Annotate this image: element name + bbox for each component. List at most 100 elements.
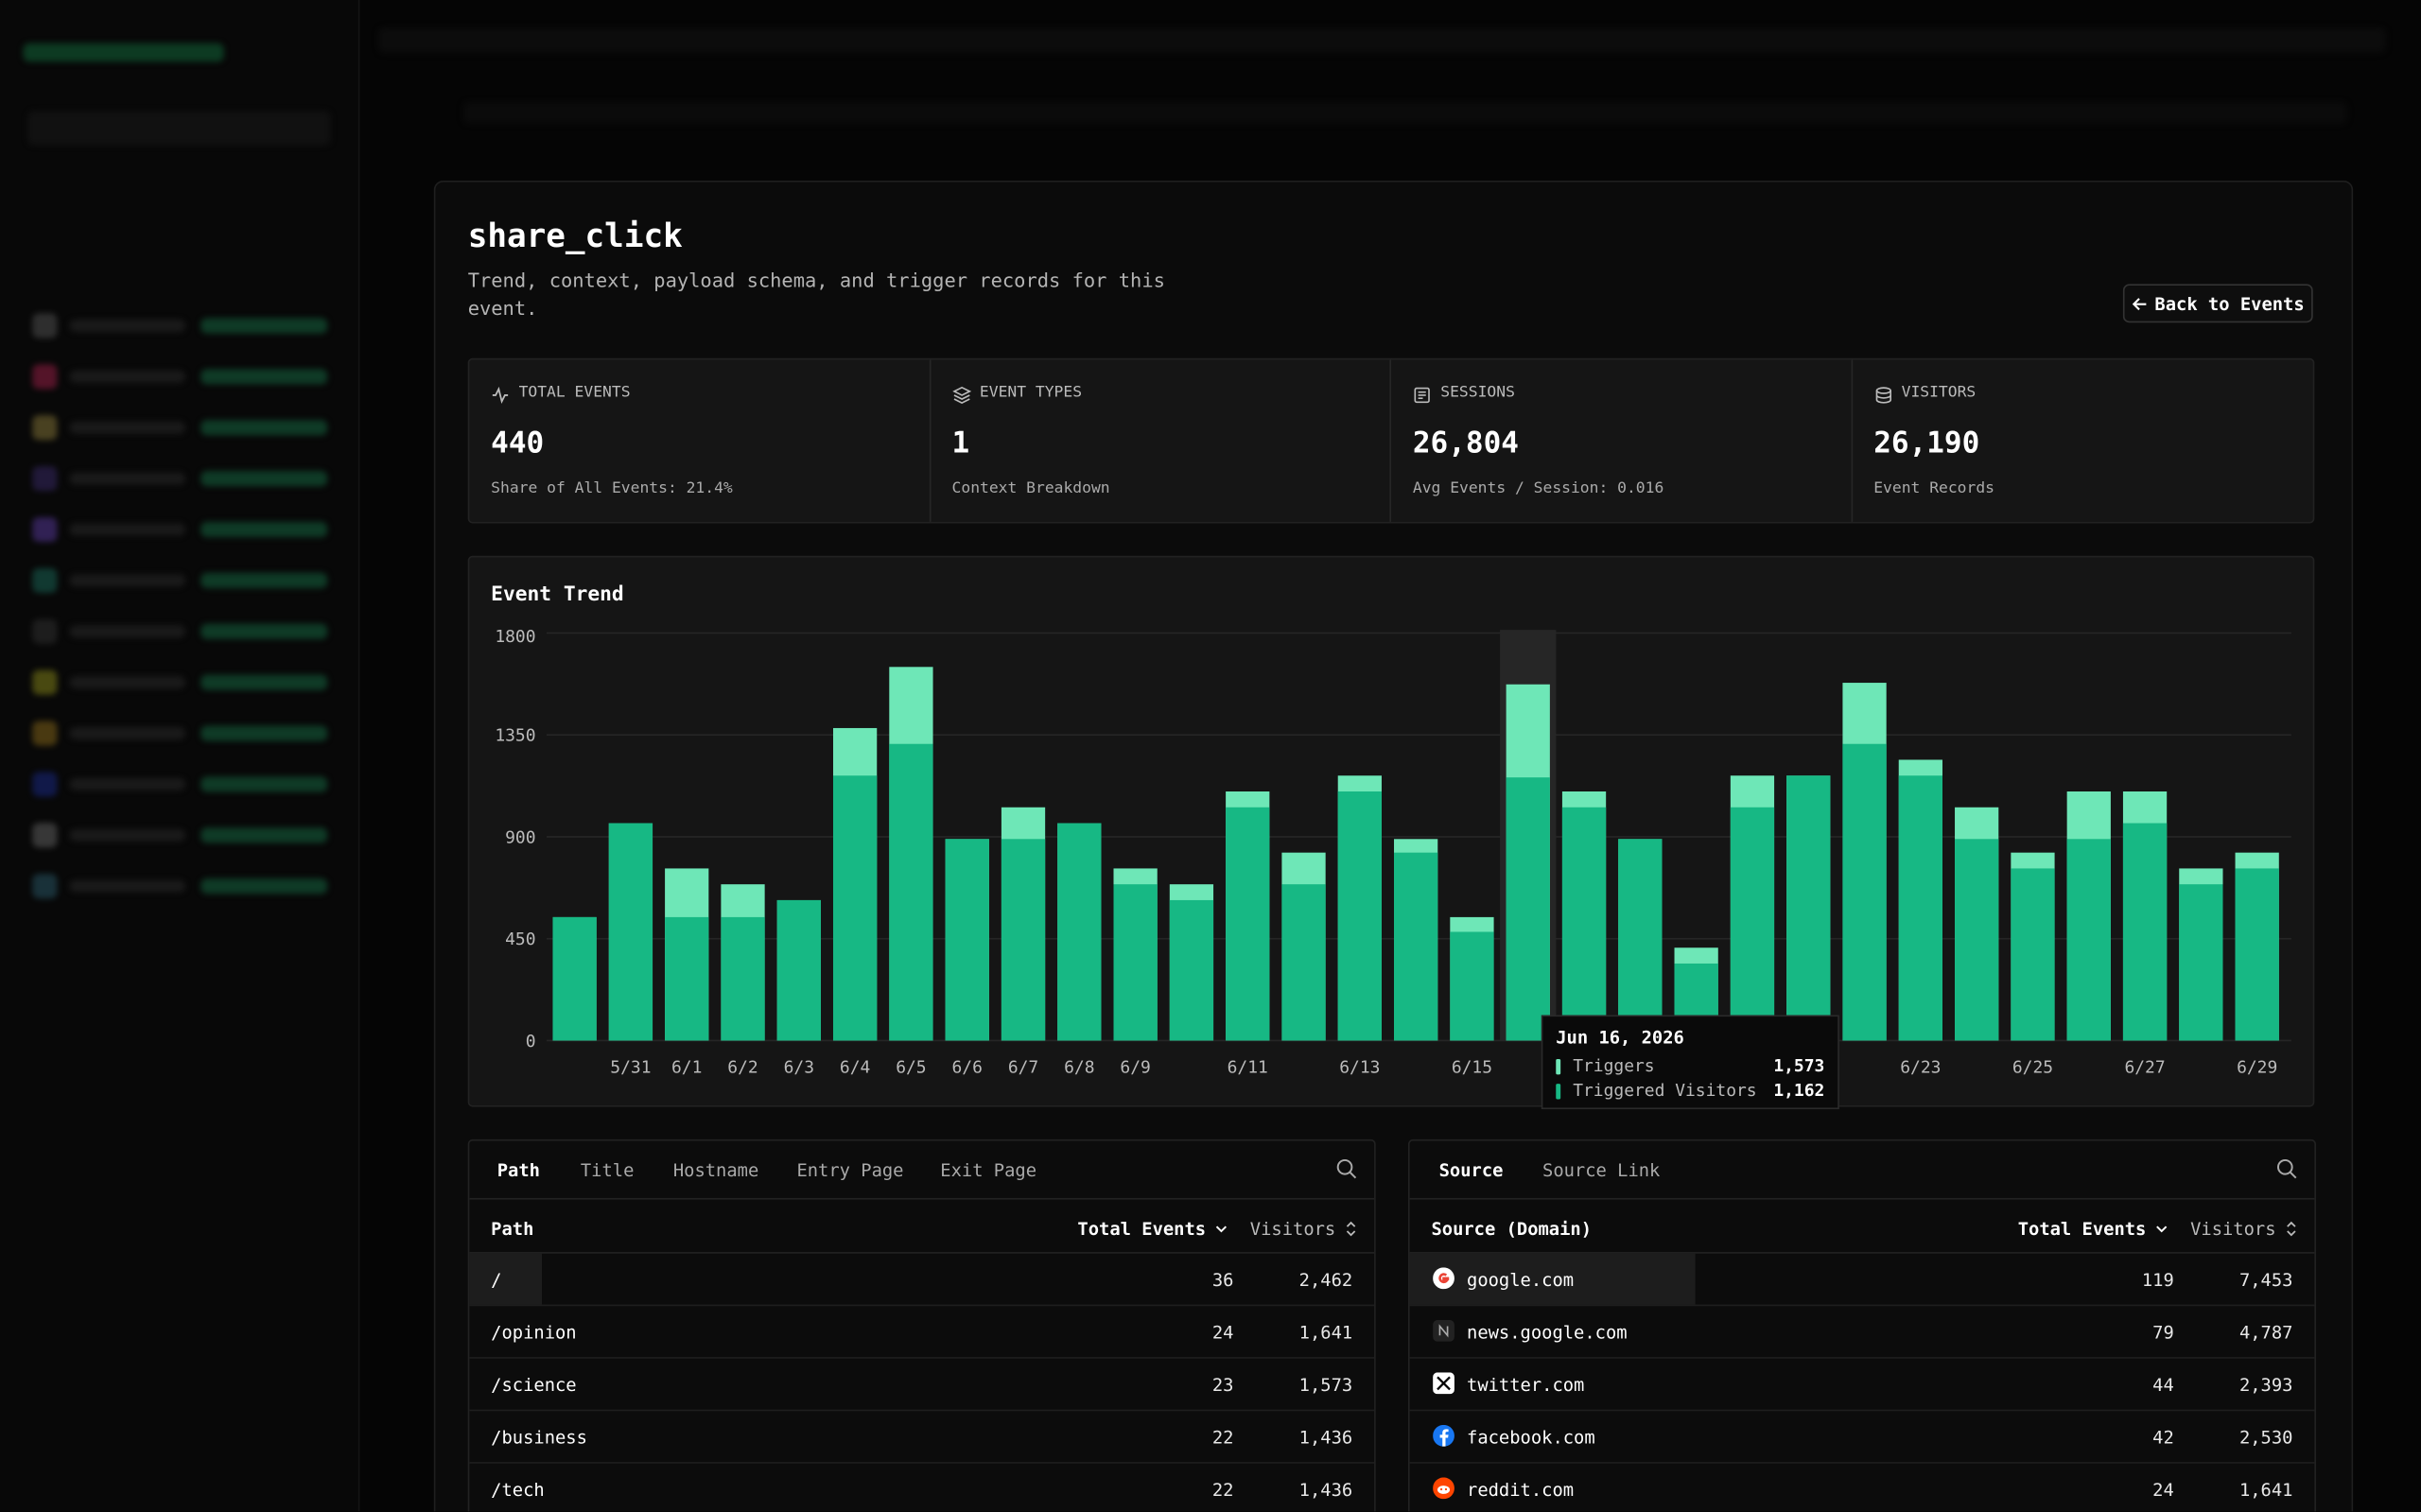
backdrop-icon [32, 721, 58, 746]
source-icon [1433, 1372, 1454, 1395]
x-tick-label: 6/13 [1339, 1058, 1380, 1078]
row-visitors: 1,641 [1298, 1321, 1353, 1344]
row-label: /science [491, 1374, 577, 1396]
backdrop-bar [200, 318, 328, 334]
stat-label: SESSIONS [1440, 384, 1515, 402]
bar [1898, 775, 1942, 1041]
column-header[interactable]: Total Events [2018, 1218, 2168, 1240]
path-table: Path Title Hostname Entry Page Exit Page Path… [467, 1138, 1376, 1512]
bar [1394, 852, 1438, 1041]
back-button[interactable]: Back to Events [2122, 284, 2313, 323]
table-row[interactable]: /business 22 1,436 [469, 1411, 1375, 1464]
y-tick-label: 900 [505, 827, 535, 847]
tab[interactable]: Path [496, 1159, 540, 1181]
backdrop-icon [32, 772, 58, 797]
chart-card: Event Trend 0 450 900 1350 1800 5/31 6/1 6/2 6/3 6… [467, 555, 2315, 1110]
backdrop-text [69, 676, 185, 689]
tooltip-series: Triggers [1573, 1056, 1654, 1076]
row-visitors: 2,462 [1298, 1269, 1353, 1291]
table-row[interactable]: reddit.com 24 1,641 [1410, 1464, 2315, 1512]
tab[interactable]: Entry Page [796, 1159, 904, 1181]
search-button[interactable] [2276, 1157, 2298, 1179]
tooltip-title: Jun 16, 2026 [1556, 1029, 1684, 1049]
tooltip-box [1541, 1015, 1839, 1110]
table-row[interactable]: /tech 22 1,436 [469, 1464, 1374, 1512]
table-row[interactable]: news.google.com 79 4,787 [1409, 1306, 2315, 1359]
bar [1001, 839, 1046, 1041]
sort-icon [2156, 1225, 2168, 1233]
chart: Event Trend 0 450 900 1350 1800 5/31 6/1 6/2 6/3 6… [491, 582, 2291, 1110]
stat-icon [951, 386, 971, 405]
chart-title: Event Trend [491, 582, 624, 606]
backdrop-text [69, 472, 185, 485]
tooltip-value: 1,162 [1773, 1081, 1824, 1101]
column-label: Total Events [1077, 1218, 1207, 1241]
row-label: google.com [1467, 1269, 1575, 1291]
bar [832, 775, 878, 1041]
event-title: share_click [467, 217, 683, 255]
bar [1113, 884, 1158, 1041]
bar [1506, 777, 1550, 1041]
table-row[interactable]: facebook.com 42 2,530 [1409, 1411, 2315, 1464]
y-tick-label: 0 [526, 1032, 536, 1051]
x-tick-label: 6/4 [840, 1058, 870, 1078]
table-header: Source (Domain) Total Events Visitors [1409, 1200, 2315, 1254]
tab[interactable]: Source [1438, 1159, 1504, 1181]
backdrop-text [69, 726, 185, 740]
x-tick-label: 6/9 [1120, 1058, 1150, 1078]
column-header[interactable]: Visitors [1250, 1218, 1357, 1240]
sort-icon [1215, 1225, 1228, 1233]
x-tick-label: 6/7 [1008, 1058, 1038, 1078]
search-button[interactable] [1335, 1157, 1357, 1179]
x-tick-label: 6/11 [1228, 1058, 1268, 1078]
table-row[interactable]: / 36 2,462 [469, 1253, 1375, 1307]
x-tick-label: 6/5 [896, 1058, 926, 1078]
backdrop-text [69, 777, 185, 791]
table-row[interactable]: /science 23 1,573 [469, 1359, 1375, 1412]
row-highlight [1409, 1253, 1696, 1305]
x-tick-label: 6/8 [1064, 1058, 1094, 1078]
bar [1337, 791, 1382, 1041]
back-label: Back to Events [2154, 292, 2305, 315]
backdrop-icon [32, 874, 58, 899]
bar [1561, 807, 1607, 1041]
source-icon [1433, 1319, 1454, 1342]
bar [2179, 884, 2223, 1041]
x-tick-label: 6/25 [2012, 1058, 2053, 1078]
bar [1618, 839, 1663, 1041]
table-row[interactable]: google.com 119 7,453 [1409, 1253, 2315, 1307]
backdrop-text [69, 421, 185, 434]
backdrop-bar [200, 623, 328, 639]
backdrop-icon [32, 466, 58, 492]
column-header[interactable]: Visitors [2190, 1218, 2297, 1240]
bar [1226, 807, 1270, 1041]
bar [1842, 743, 1887, 1041]
row-visitors: 1,573 [1298, 1374, 1353, 1396]
tab[interactable]: Exit Page [940, 1159, 1037, 1181]
table-header: Path Total Events Visitors [469, 1200, 1375, 1254]
table-row[interactable]: twitter.com 44 2,393 [1409, 1359, 2315, 1412]
column-label: Total Events [2017, 1218, 2147, 1241]
row-label: facebook.com [1467, 1426, 1595, 1449]
bar [1955, 839, 1999, 1041]
stat-value: 440 [491, 426, 545, 461]
tab[interactable]: Hostname [672, 1159, 759, 1181]
backdrop-tabs [462, 101, 2347, 124]
bar [2122, 823, 2168, 1041]
tab[interactable]: Title [580, 1159, 635, 1181]
row-total: 22 [1211, 1426, 1234, 1449]
stat-icon [1874, 387, 1891, 404]
backdrop-icon [32, 823, 58, 848]
backdrop-text [69, 574, 185, 587]
tab[interactable]: Source Link [1542, 1159, 1661, 1181]
backdrop-bar [200, 827, 328, 843]
tooltip-swatch [1556, 1084, 1561, 1100]
stat-note: Event Records [1873, 479, 1995, 497]
column-header[interactable]: Total Events [1077, 1218, 1228, 1240]
backdrop-text [69, 370, 185, 383]
backdrop-bar [200, 776, 328, 792]
table-row[interactable]: /opinion 24 1,641 [469, 1306, 1375, 1359]
stat-label: TOTAL EVENTS [518, 384, 631, 402]
column-label: Visitors [2190, 1218, 2276, 1241]
bar [2235, 868, 2279, 1041]
